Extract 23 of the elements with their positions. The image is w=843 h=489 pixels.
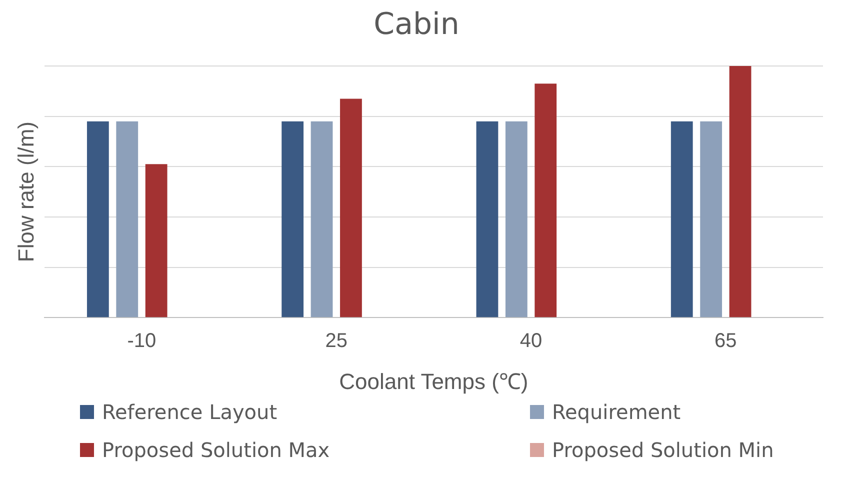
bar (505, 121, 528, 318)
bar (116, 121, 138, 318)
x-axis-title: Coolant Temps (℃) (339, 368, 528, 394)
legend-label: Requirement (552, 400, 681, 424)
x-tick-label: 40 (520, 330, 542, 352)
x-tick-label: -10 (127, 330, 156, 352)
bar (476, 121, 498, 318)
x-tick-label: 25 (325, 330, 348, 352)
bar (700, 121, 722, 318)
legend-label: Proposed Solution Max (102, 438, 330, 462)
legend-label: Reference Layout (102, 400, 278, 424)
bar (310, 121, 333, 318)
x-tick-label: 65 (714, 330, 737, 352)
legend-label: Proposed Solution Min (552, 438, 774, 462)
bar (670, 121, 693, 318)
y-axis-title: Flow rate (l/m) (13, 122, 38, 262)
bar (534, 84, 557, 318)
chart-title: Cabin (374, 6, 460, 42)
bar (729, 66, 752, 318)
bar (86, 121, 109, 318)
bar (145, 164, 168, 318)
bar (340, 98, 362, 318)
bar (282, 121, 304, 318)
